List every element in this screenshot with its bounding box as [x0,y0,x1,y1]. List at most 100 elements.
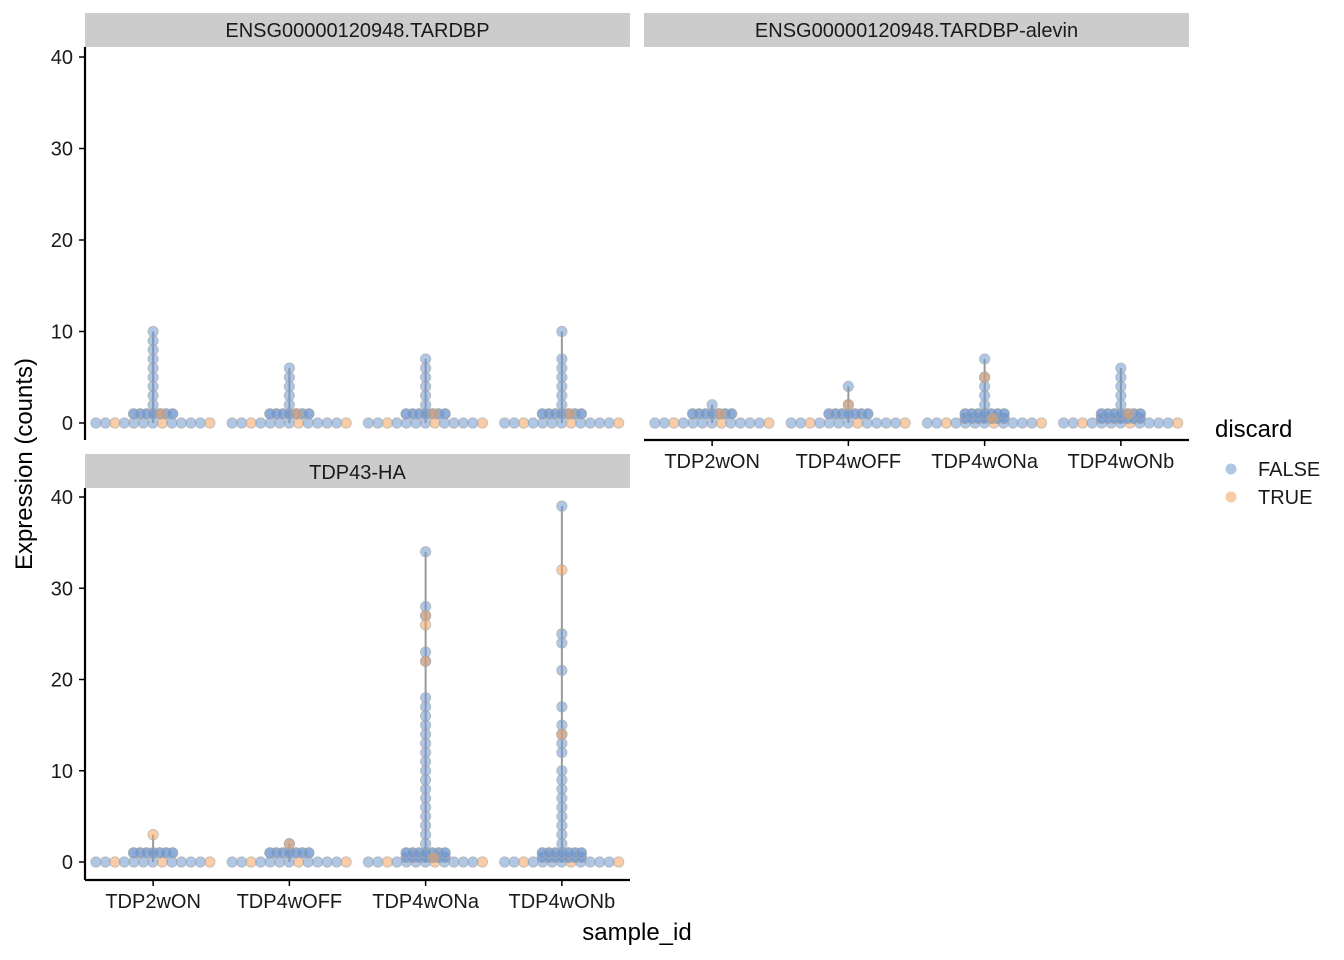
violin-group [90,325,216,429]
point-false [372,417,384,429]
point-true [842,399,854,411]
point-true [204,856,216,868]
point-false [255,856,267,868]
point-false [527,856,539,868]
point-false [499,856,511,868]
point-false [194,417,206,429]
point-false [439,847,451,859]
point-false [194,856,206,868]
point-false [457,417,469,429]
legend-key-true [1225,491,1237,503]
point-true [556,728,568,740]
point-false [575,408,587,420]
violin-group [785,380,911,429]
facet-strip-title: TDP43-HA [309,462,406,484]
point-false [312,856,324,868]
facet-tdp43-ha: TDP43-HA [85,454,630,488]
point-false [950,417,962,429]
point-true [420,655,432,667]
violin-group [499,325,625,429]
point-false [283,362,295,374]
violin-group [1058,362,1184,429]
point-false [331,856,343,868]
point-false [744,417,756,429]
facet-panel: 0 10 20 30 40 TDP2wON TDP4wOFF TDP4wONa TDP4wONb [51,487,630,913]
point-false [303,847,315,859]
point-true [714,408,726,420]
point-false [331,417,343,429]
point-false [312,417,324,429]
point-true [291,408,303,420]
legend-title: discard [1215,416,1292,443]
point-true [340,417,352,429]
point-false [556,628,568,640]
point-false [677,417,690,429]
point-false [842,380,854,392]
point-false [556,701,568,713]
point-true [518,856,530,868]
plot-layer: 0 10 20 30 40 TDP2wON TDP4wOFF TDP4wONa TDP4wONb… [51,47,1189,913]
x-tick-label: TDP2wON [105,891,201,913]
point-true [109,856,121,868]
violin-group [362,546,488,868]
point-false [175,856,187,868]
point-true [564,408,576,420]
point-false [556,765,568,777]
facet-strip-bg [85,13,630,47]
violin-group [90,829,216,868]
point-true [476,417,488,429]
point-false [457,856,469,868]
point-true [245,856,257,868]
y-tick-label: 10 [51,322,73,344]
point-false [706,399,718,411]
point-false [167,408,179,420]
x-tick-label: TDP4wOFF [796,451,902,473]
point-true [613,417,625,429]
x-tick-label: TDP4wONb [1068,451,1175,473]
point-false [448,417,460,429]
point-false [785,417,797,429]
x-tick-label: TDP4wONb [509,891,616,913]
point-false [594,417,606,429]
violin-group [499,500,625,868]
point-true [1077,417,1089,429]
point-true [940,417,953,429]
point-false [118,417,131,429]
x-tick-label: TDP4wOFF [237,891,343,913]
point-true [283,838,295,850]
point-true [204,417,216,429]
facet-strip-title: ENSG00000120948.TARDBP-alevin [755,20,1078,42]
point-true [668,417,680,429]
y-tick-label: 10 [51,761,73,783]
point-false [603,417,615,429]
point-true [381,417,393,429]
point-false [321,417,333,429]
violin-group [226,838,352,868]
point-false [185,856,197,868]
y-tick-label: 0 [62,413,73,435]
point-false [584,417,596,429]
y-tick-label: 0 [62,852,73,874]
point-false [795,417,807,429]
point-false [556,325,568,338]
point-false [185,417,197,429]
point-false [236,856,248,868]
point-true [613,856,625,868]
point-true [476,856,488,868]
point-false [753,417,766,429]
facet-strip-title: ENSG00000120948.TARDBP [225,20,489,42]
point-false [1016,417,1029,429]
y-tick-label: 30 [51,139,73,161]
point-false [303,408,315,420]
point-false [420,353,432,365]
legend-label-true: TRUE [1258,487,1312,509]
point-true [979,371,991,383]
point-false [118,856,131,868]
y-tick-label: 40 [51,47,73,69]
violin-group [921,353,1048,429]
point-false [467,417,479,429]
point-false [1153,417,1165,429]
point-false [1115,362,1127,374]
point-false [362,856,374,868]
